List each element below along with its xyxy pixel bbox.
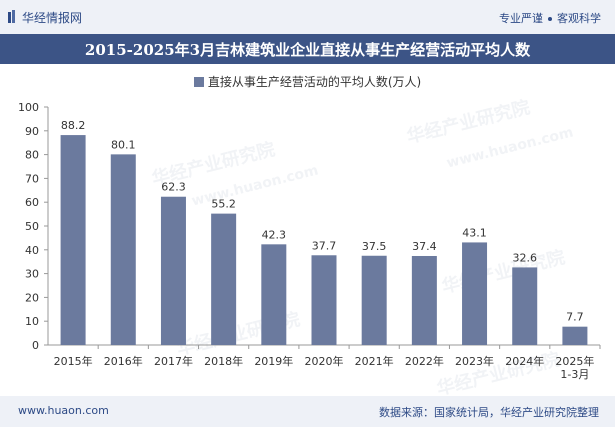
y-tick-label: 10 (25, 315, 39, 328)
bar-chart: 0 10 20 30 40 50 60 70 80 90 100 88.2 2015年 80.1 2016年… (18, 101, 601, 381)
header-bar (0, 0, 615, 34)
footer-website-link[interactable]: www.huaon.com (18, 404, 109, 417)
data-label: 62.3 (161, 181, 186, 194)
bar (311, 255, 337, 345)
bar (462, 242, 488, 345)
x-tick-label: 2016年 (104, 354, 143, 368)
bar (562, 326, 588, 345)
data-label: 7.7 (566, 311, 584, 324)
bar (411, 255, 437, 345)
bar (60, 135, 86, 345)
x-tick-label: 2025年 1-3月 (555, 354, 594, 381)
bar (361, 255, 387, 345)
bar (512, 267, 538, 345)
brand-name: 华经情报网 (22, 11, 83, 25)
data-label: 55.2 (211, 198, 236, 211)
legend: 直接从事生产经营活动的平均人数(万人) (0, 73, 615, 90)
brand-logo-icon (8, 10, 15, 23)
x-tick-label: 2021年 (355, 354, 394, 368)
bar (160, 196, 186, 345)
y-tick-label: 70 (25, 172, 39, 185)
bar (110, 154, 136, 345)
y-tick-label: 20 (25, 291, 39, 304)
data-label: 37.7 (312, 239, 337, 252)
y-tick-label: 60 (25, 196, 39, 209)
y-tick-label: 0 (32, 339, 39, 352)
x-tick-label: 2020年 (305, 354, 344, 368)
chart-title: 2015-2025年3月吉林建筑业企业直接从事生产经营活动平均人数 (84, 41, 531, 59)
legend-label: 直接从事生产经营活动的平均人数(万人) (207, 75, 422, 89)
legend-swatch (193, 77, 204, 87)
y-tick-label: 90 (25, 125, 39, 138)
data-label: 80.1 (111, 138, 136, 151)
data-label: 43.1 (462, 226, 487, 239)
x-tick-label: 2024年 (505, 354, 544, 368)
footer-bar (0, 396, 615, 427)
x-tick-label: 2015年 (54, 354, 93, 368)
y-tick-label: 80 (25, 149, 39, 162)
title-bar (0, 34, 615, 64)
y-tick-label: 50 (25, 220, 39, 233)
tagline: 专业严谨 客观科学 (499, 10, 601, 26)
bar (211, 213, 237, 345)
data-label: 32.6 (512, 251, 537, 264)
x-tick-label: 2022年 (405, 354, 444, 368)
dot-separator-icon (548, 17, 552, 21)
y-tick-label: 100 (18, 101, 39, 114)
y-tick-label: 30 (25, 268, 39, 281)
x-tick-label: 2023年 (455, 354, 494, 368)
data-label: 88.2 (61, 119, 86, 132)
data-label: 42.3 (262, 228, 287, 241)
data-label: 37.4 (412, 240, 437, 253)
tagline-professional: 专业严谨 (499, 12, 543, 25)
y-tick-label: 40 (25, 244, 39, 257)
tagline-objective: 客观科学 (557, 12, 601, 25)
data-label: 37.5 (362, 240, 387, 253)
x-tick-label: 2019年 (254, 354, 293, 368)
footer-source: 数据来源：国家统计局，华经产业研究院整理 (379, 406, 599, 419)
bar (261, 244, 287, 345)
x-tick-label: 2017年 (154, 354, 193, 368)
x-tick-label: 2018年 (204, 354, 243, 368)
